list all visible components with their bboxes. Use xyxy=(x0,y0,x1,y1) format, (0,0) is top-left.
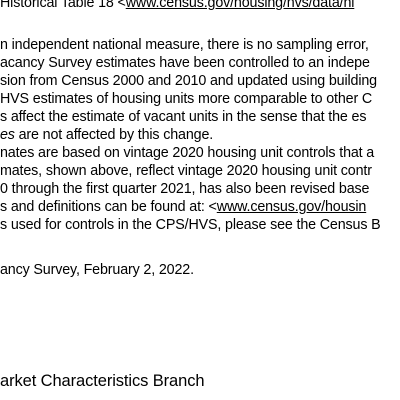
text-line-8: nates are based on vintage 2020 housing … xyxy=(0,145,375,161)
text-line-9: mates, shown above, reflect vintage 2020… xyxy=(0,163,372,179)
historical-table-prefix: Historical Table 18 < xyxy=(0,0,126,11)
census-hvs-data-link[interactable]: www.census.gov/housing/hvs/data/hi xyxy=(125,0,355,11)
source-date-line: ancy Survey, February 2, 2022. xyxy=(0,262,194,278)
text-line-4: sion from Census 2000 and 2010 and updat… xyxy=(0,73,377,89)
text-line-7-rest: are not affected by this change. xyxy=(14,127,214,143)
census-housing-link[interactable]: www.census.gov/housin xyxy=(216,199,367,215)
text-line-3: acancy Survey estimates have been contro… xyxy=(0,55,370,71)
text-line-11: s and definitions can be found at: <www.… xyxy=(0,198,366,216)
italic-fragment: es xyxy=(0,127,15,143)
text-line-12: s used for controls in the CPS/HVS, plea… xyxy=(0,217,381,233)
text-line-6: s affect the estimate of vacant units in… xyxy=(0,109,367,125)
text-line-2: n independent national measure, there is… xyxy=(0,37,369,53)
text-line-7: es are not affected by this change. xyxy=(0,126,213,144)
text-line-historical-table: Historical Table 18 <www.census.gov/hous… xyxy=(0,0,354,12)
text-line-10: 0 through the first quarter 2021, has al… xyxy=(0,181,370,197)
definitions-prefix: s and definitions can be found at: < xyxy=(0,199,217,215)
text-line-5: HVS estimates of housing units more comp… xyxy=(0,91,373,107)
branch-name: arket Characteristics Branch xyxy=(0,372,205,390)
